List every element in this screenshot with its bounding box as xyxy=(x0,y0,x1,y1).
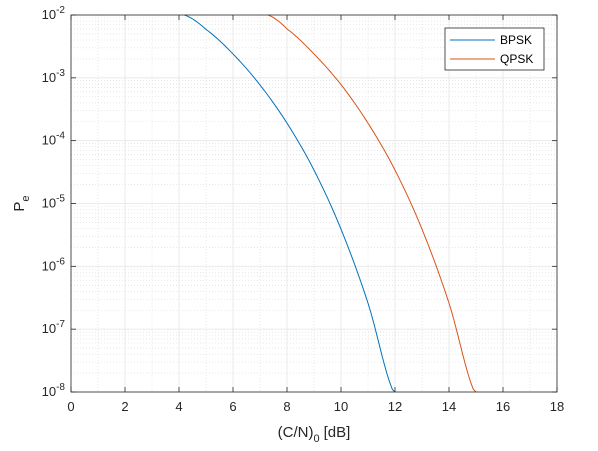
y-tick-label: 10-3 xyxy=(42,68,66,85)
x-tick-label: 6 xyxy=(229,399,236,414)
y-tick-label: 10-5 xyxy=(42,194,66,211)
x-tick-label: 16 xyxy=(496,399,510,414)
x-tick-label: 18 xyxy=(550,399,564,414)
series-line-qpsk xyxy=(267,14,477,393)
ticks: 0 2 4 6 8 10 12 14 16 18 10-8 10-7 10-6 10-5 10-4 10-3 1… xyxy=(42,5,565,414)
series xyxy=(184,14,477,393)
x-tick-label: 8 xyxy=(283,399,290,414)
legend-box xyxy=(444,27,545,71)
x-axis-label-main: (C/N) xyxy=(278,424,314,441)
y-tick-label: 10-4 xyxy=(42,131,66,148)
x-tick-label: 4 xyxy=(175,399,182,414)
x-tick-label: 2 xyxy=(121,399,128,414)
y-tick-label: 10-7 xyxy=(42,319,66,336)
y-axis-label: Pe xyxy=(11,195,32,211)
x-tick-label: 0 xyxy=(67,399,74,414)
x-tick-label: 12 xyxy=(388,399,402,414)
x-tick-label: 10 xyxy=(334,399,348,414)
legend-label-bpsk: BPSK xyxy=(500,33,532,47)
x-tick-label: 14 xyxy=(442,399,456,414)
y-tick-label: 10-6 xyxy=(42,256,66,273)
legend-label-qpsk: QPSK xyxy=(500,52,533,66)
y-axis-label-main: P xyxy=(11,202,28,212)
y-tick-label: 10-8 xyxy=(42,382,66,399)
x-axis-label-subscript: 0 xyxy=(314,433,320,445)
y-axis-label-subscript: e xyxy=(20,195,32,201)
y-tick-label: 10-2 xyxy=(42,5,66,22)
legend: BPSK QPSK xyxy=(444,27,545,71)
series-line-bpsk xyxy=(184,14,396,393)
x-axis-label: (C/N)0 [dB] xyxy=(278,424,351,445)
x-axis-label-unit: [dB] xyxy=(324,424,351,441)
